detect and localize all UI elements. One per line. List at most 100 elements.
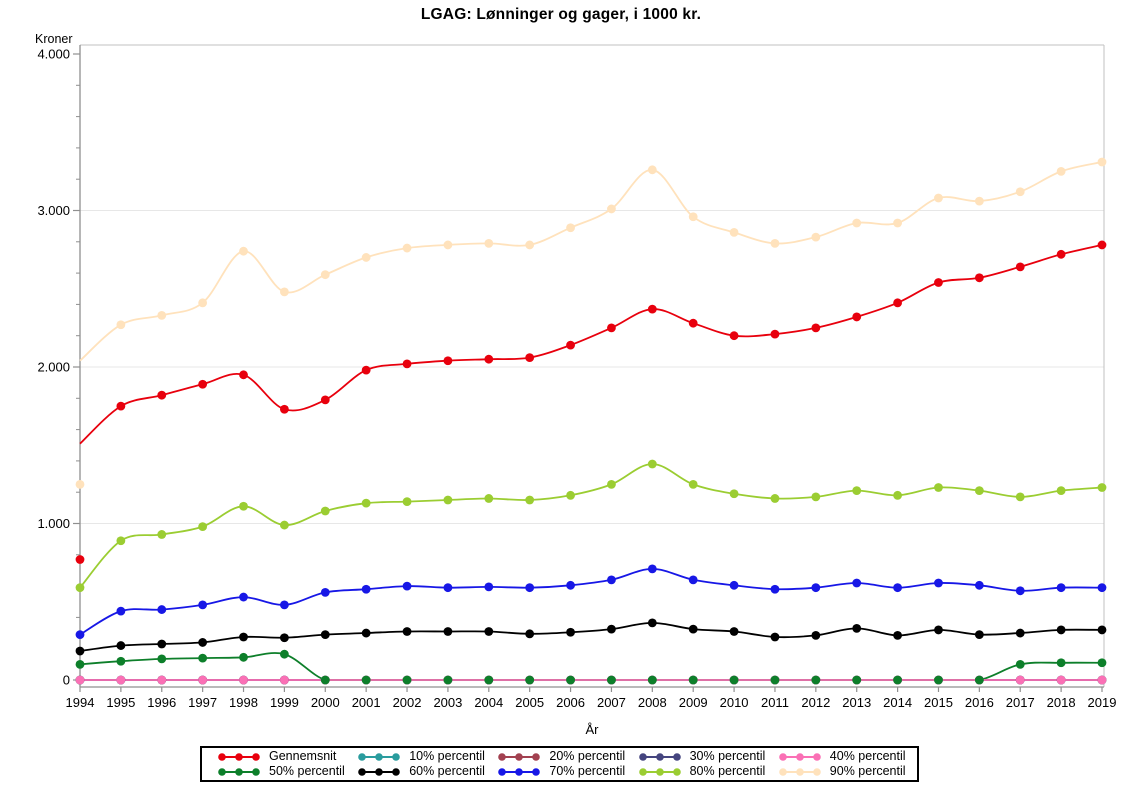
data-point: [566, 627, 575, 637]
data-point: [770, 329, 780, 339]
data-point: [239, 632, 248, 642]
data-point: [729, 228, 739, 237]
data-point: [239, 501, 248, 511]
data-point: [443, 495, 453, 505]
data-point: [934, 483, 943, 492]
data-point: [239, 370, 248, 380]
data-point: [320, 630, 330, 640]
legend-item: 30% percentil: [637, 750, 777, 763]
data-point: [402, 359, 412, 369]
data-point: [361, 628, 371, 638]
data-point: [607, 624, 616, 634]
legend-series-marker-icon: [358, 752, 400, 761]
data-point: [116, 320, 126, 330]
legend-item-label: 60% percentil: [409, 764, 485, 779]
data-point: [647, 165, 657, 175]
data-point: [280, 633, 289, 643]
x-tick-label: 1997: [188, 695, 217, 710]
series-markers-60percentil: [75, 618, 1107, 656]
data-point: [443, 675, 453, 685]
series-line-50percentil: [79, 652, 1103, 681]
data-point: [198, 600, 208, 610]
data-point: [852, 675, 862, 685]
data-point: [566, 340, 575, 350]
data-point: [484, 494, 494, 503]
data-point: [811, 492, 821, 502]
data-point: [934, 578, 943, 588]
data-point: [116, 656, 126, 666]
legend-item: Gennemsnit: [216, 750, 356, 763]
data-point: [280, 520, 289, 530]
data-point: [729, 331, 739, 341]
data-point: [280, 404, 289, 414]
legend-item-label: 10% percentil: [409, 749, 485, 764]
data-point: [974, 580, 984, 590]
data-point: [893, 218, 902, 228]
data-point: [525, 629, 535, 639]
x-axis-label: År: [585, 722, 599, 737]
data-point: [647, 304, 657, 314]
x-tick-label: 2014: [883, 695, 912, 710]
legend-series-marker-icon: [218, 752, 260, 761]
y-tick-label: 0: [63, 673, 70, 688]
data-point: [607, 675, 616, 685]
data-point: [116, 641, 126, 650]
data-point: [1097, 625, 1107, 635]
data-point: [239, 675, 248, 685]
data-point: [1056, 625, 1066, 635]
data-point: [1015, 187, 1025, 197]
legend-series-marker-icon: [638, 767, 681, 776]
data-point: [1056, 486, 1066, 496]
data-point: [198, 379, 208, 389]
data-point: [1097, 240, 1107, 250]
legend-item: 90% percentil: [777, 765, 917, 778]
data-point: [647, 564, 657, 574]
x-tick-label: 1998: [229, 695, 258, 710]
x-tick-label: 2007: [597, 695, 626, 710]
legend-item: 40% percentil: [777, 750, 917, 763]
x-tick-label: 2013: [842, 695, 871, 710]
data-point: [974, 273, 984, 283]
legend-series-marker-icon: [498, 752, 541, 761]
data-point: [198, 675, 208, 685]
data-point: [934, 625, 943, 635]
data-point: [525, 583, 535, 593]
data-point: [1056, 249, 1066, 259]
data-point: [974, 675, 984, 685]
data-point: [75, 583, 85, 593]
data-point: [566, 490, 575, 500]
data-point: [770, 584, 780, 594]
data-point: [688, 575, 698, 585]
data-point: [198, 522, 208, 532]
series-markers-90percentil: [75, 157, 1107, 489]
data-point: [1015, 492, 1025, 502]
data-point: [1056, 658, 1066, 668]
data-point: [688, 675, 698, 685]
data-point: [811, 630, 821, 640]
data-point: [443, 583, 453, 593]
data-point: [566, 223, 575, 233]
legend-series-marker-icon: [498, 767, 541, 776]
data-point: [729, 627, 739, 636]
data-point: [361, 498, 371, 508]
data-point: [893, 675, 902, 685]
data-point: [893, 298, 902, 308]
data-point: [770, 675, 780, 685]
data-point: [647, 618, 657, 628]
y-tick-label: 1.000: [37, 516, 70, 531]
data-point: [607, 479, 616, 489]
data-point: [934, 193, 943, 203]
x-tick-label: 1994: [66, 695, 95, 710]
x-tick-label: 2004: [474, 695, 503, 710]
series-markers-Gennemsnit: [75, 240, 1107, 564]
x-tick-label: 2003: [433, 695, 462, 710]
data-point: [1097, 658, 1107, 668]
legend-item-label: 40% percentil: [829, 749, 906, 764]
data-point: [974, 486, 984, 496]
data-point: [770, 238, 780, 248]
x-tick-label: 2010: [720, 695, 749, 710]
legend-series-marker-icon: [778, 752, 821, 761]
legend-series-marker-icon: [778, 767, 821, 776]
data-point: [157, 654, 167, 664]
data-point: [320, 587, 330, 597]
